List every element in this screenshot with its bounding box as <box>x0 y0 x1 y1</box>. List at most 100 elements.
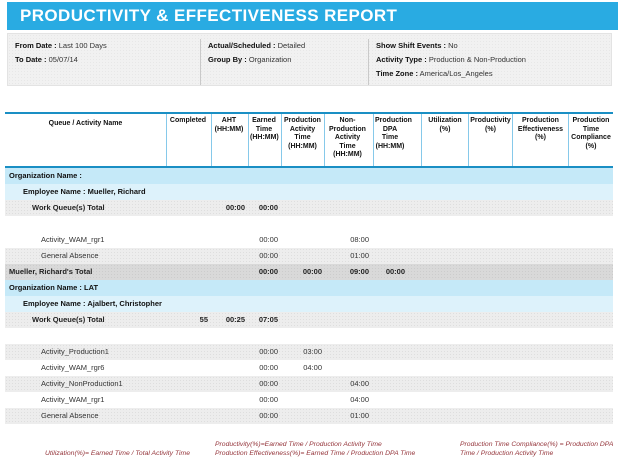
param-value: America/Los_Angeles <box>419 69 493 78</box>
table-row-activity: General Absence 00:00 01:00 <box>5 248 613 264</box>
cell-nonprod <box>324 344 373 360</box>
cell-earned: 00:00 <box>259 395 278 404</box>
column-header-prodpct: Productivity (%) <box>468 114 512 166</box>
cell-prodpct <box>468 248 512 264</box>
cell-nonprod: 01:00 <box>350 251 369 260</box>
cell-earned: 00:00 <box>259 347 278 356</box>
table-row-wq-total: Work Queue(s) Total 55 00:25 07:05 <box>5 312 613 328</box>
cell-util <box>421 392 468 408</box>
param-label: From Date : <box>15 41 57 50</box>
param-value: 05/07/14 <box>48 55 78 64</box>
param-value: Detailed <box>277 41 306 50</box>
cell-dpa <box>373 344 421 360</box>
employee-name-label: Employee Name : Ajalbert, Christopher <box>23 299 162 308</box>
table-header-row: Queue / Activity Name Completed AHT (HH:MM)… <box>5 114 613 166</box>
cell-aht <box>211 344 248 360</box>
column-header-earned: Earned Time (HH:MM) <box>248 114 281 166</box>
cell-nonprod: 04:00 <box>350 395 369 404</box>
cell-prodpct <box>468 376 512 392</box>
table-header-bottom-border <box>5 166 613 168</box>
cell-compliance <box>568 360 613 376</box>
cell-completed <box>166 200 211 216</box>
row-label: Work Queue(s) Total <box>32 315 105 324</box>
cell-dpa <box>373 312 421 328</box>
cell-aht: 00:00 <box>225 203 245 212</box>
param-label: Time Zone : <box>376 69 418 78</box>
column-header-util: Utilization (%) <box>421 114 468 166</box>
cell-prod <box>281 232 324 248</box>
param-label: Activity Type : <box>376 55 427 64</box>
table-row-activity: General Absence 00:00 01:00 <box>5 408 613 424</box>
cell-completed <box>166 264 211 280</box>
cell-completed: 55 <box>199 315 208 324</box>
cell-completed <box>166 344 211 360</box>
row-label: Activity_WAM_rgr1 <box>41 395 105 404</box>
cell-util <box>421 360 468 376</box>
cell-util <box>421 232 468 248</box>
cell-earned: 00:00 <box>259 363 278 372</box>
cell-aht <box>211 408 248 424</box>
param-show-shift-events: Show Shift Events : No <box>376 39 611 53</box>
cell-nonprod <box>324 312 373 328</box>
cell-dpa <box>373 248 421 264</box>
cell-util <box>421 200 468 216</box>
column-header-prod: Production Activity Time (HH:MM) <box>281 114 324 166</box>
formula-productivity: Productivity(%)=Earned Time / Production… <box>215 441 382 448</box>
column-header-name: Queue / Activity Name <box>48 120 123 127</box>
report-parameters-panel: From Date : Last 100 Days To Date : 05/0… <box>7 33 612 86</box>
cell-nonprod: 09:00 <box>349 267 369 276</box>
cell-util <box>421 408 468 424</box>
cell-compliance <box>568 376 613 392</box>
column-header-completed: Completed <box>166 114 211 166</box>
table-row-activity: Activity_WAM_rgr6 00:00 04:00 <box>5 360 613 376</box>
row-label: Activity_NonProduction1 <box>41 379 123 388</box>
table-top-border <box>5 112 613 114</box>
parameters-column-3: Show Shift Events : No Activity Type : P… <box>368 39 611 85</box>
cell-prodpct <box>468 200 512 216</box>
param-label: Group By : <box>208 55 247 64</box>
cell-prod <box>281 312 324 328</box>
row-label: Activity_WAM_rgr6 <box>41 363 105 372</box>
cell-completed <box>166 408 211 424</box>
cell-earned: 00:00 <box>259 411 278 420</box>
cell-dpa <box>373 360 421 376</box>
report-title-bar: PRODUCTIVITY & EFFECTIVENESS REPORT <box>7 2 618 30</box>
cell-effect <box>512 408 568 424</box>
table-row-activity: Activity_WAM_rgr1 00:00 04:00 <box>5 392 613 408</box>
column-header-compliance: Production Time Compliance (%) <box>568 114 613 166</box>
table-row-activity: Activity_WAM_rgr1 00:00 08:00 <box>5 232 613 248</box>
cell-compliance <box>568 392 613 408</box>
cell-util <box>421 312 468 328</box>
param-activity-type: Activity Type : Production & Non-Product… <box>376 53 611 67</box>
cell-effect <box>512 264 568 280</box>
column-header-dpa: Production DPA Time (HH:MM) <box>373 114 421 166</box>
table-row-org: Organization Name : <box>5 168 613 184</box>
cell-prodpct <box>468 312 512 328</box>
cell-completed <box>166 392 211 408</box>
param-value: Last 100 Days <box>58 41 107 50</box>
org-name-label: Organization Name : LAT <box>9 283 99 292</box>
cell-earned: 00:00 <box>258 267 278 276</box>
org-name-label: Organization Name : <box>9 171 82 180</box>
cell-prod: 04:00 <box>303 363 322 372</box>
cell-prod <box>281 200 324 216</box>
param-time-zone: Time Zone : America/Los_Angeles <box>376 67 611 81</box>
formula-legend: Utilization(%)= Earned Time / Total Acti… <box>0 440 618 458</box>
column-header-effect: Production Effectiveness (%) <box>512 114 568 166</box>
cell-earned: 00:00 <box>259 235 278 244</box>
cell-util <box>421 344 468 360</box>
param-group-by: Group By : Organization <box>208 53 368 67</box>
parameters-column-1: From Date : Last 100 Days To Date : 05/0… <box>8 39 200 85</box>
cell-nonprod: 04:00 <box>350 379 369 388</box>
cell-prodpct <box>468 360 512 376</box>
cell-compliance <box>568 312 613 328</box>
cell-effect <box>512 376 568 392</box>
cell-effect <box>512 344 568 360</box>
cell-nonprod: 08:00 <box>350 235 369 244</box>
cell-nonprod <box>324 200 373 216</box>
cell-earned: 00:00 <box>259 379 278 388</box>
table-row-wq-total: Work Queue(s) Total 00:00 00:00 <box>5 200 613 216</box>
cell-completed <box>166 232 211 248</box>
cell-nonprod <box>324 360 373 376</box>
param-value: Organization <box>248 55 292 64</box>
